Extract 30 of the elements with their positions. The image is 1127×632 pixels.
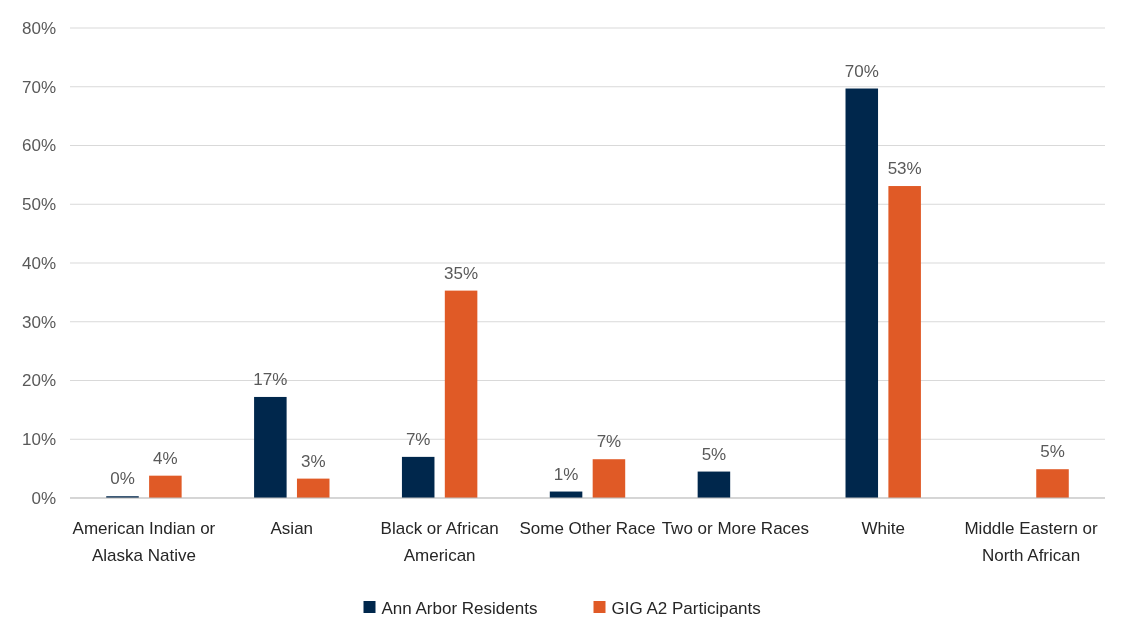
data-label: 5% — [1040, 442, 1065, 462]
y-tick-label: 60% — [21, 136, 56, 156]
x-tick-label: Some Other Race — [519, 519, 656, 538]
y-tick-label: 0% — [31, 488, 56, 508]
data-label: 7% — [405, 429, 431, 449]
x-tick-label: White — [861, 519, 905, 538]
data-label: 4% — [153, 448, 178, 468]
y-tick-label: 20% — [21, 371, 56, 391]
data-label: 7% — [596, 432, 622, 452]
y-tick-label: 30% — [21, 312, 56, 332]
x-tick-label: American Indian or Alaska Native — [72, 519, 216, 565]
legend-label: GIG A2 Participants — [611, 598, 761, 618]
legend-label: Ann Arbor Residents — [381, 598, 538, 618]
data-label: 1% — [553, 464, 579, 484]
y-tick-label: 80% — [21, 18, 56, 38]
x-tick-label: Black or African American — [380, 519, 499, 565]
x-tick-label: Asian — [270, 519, 314, 538]
data-label: 0% — [110, 469, 135, 489]
x-tick-label: Two or More Races — [661, 519, 810, 538]
data-label: 35% — [444, 263, 479, 283]
y-tick-label: 40% — [21, 253, 56, 273]
x-tick-label: Middle Eastern or North African — [964, 519, 1099, 565]
data-label: 17% — [253, 369, 288, 389]
y-tick-label: 10% — [21, 430, 56, 450]
data-label: 53% — [887, 159, 922, 179]
y-tick-label: 70% — [21, 77, 56, 97]
data-label: 3% — [300, 451, 326, 471]
y-tick-label: 50% — [21, 195, 56, 215]
data-label: 70% — [844, 61, 879, 81]
data-label: 5% — [701, 444, 727, 464]
